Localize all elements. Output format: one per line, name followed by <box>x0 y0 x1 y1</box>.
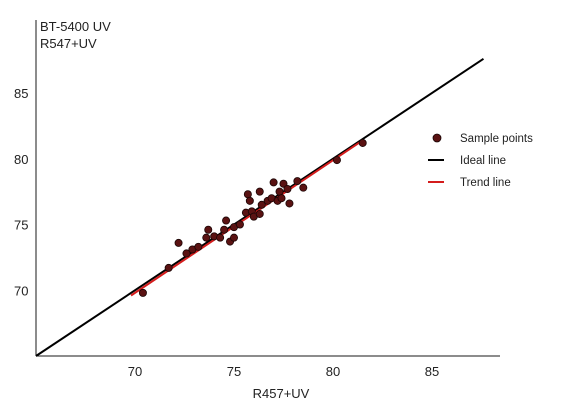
sample-point <box>332 156 341 165</box>
sample-point <box>235 220 244 229</box>
axes <box>35 20 500 357</box>
y-tick-label: 80 <box>14 152 28 167</box>
sample-point <box>358 138 367 147</box>
sample-point <box>269 178 278 187</box>
y-tick-label: 70 <box>14 283 28 298</box>
legend-marker-sample-points <box>432 133 442 143</box>
sample-point <box>243 190 252 199</box>
sample-point <box>216 233 225 242</box>
x-axis-title: R457+UV <box>253 386 310 401</box>
legend: Sample points Ideal line Trend line <box>428 133 533 189</box>
x-tick-labels: 70 75 80 85 <box>128 364 439 379</box>
sample-point <box>229 233 238 242</box>
sample-point <box>194 242 203 251</box>
y-tick-labels: 70 75 80 85 <box>14 86 28 298</box>
legend-label-sample-points: Sample points <box>460 133 533 145</box>
sample-point <box>283 184 292 193</box>
sample-point <box>285 199 294 208</box>
sample-point <box>277 194 286 203</box>
x-tick-label: 75 <box>227 364 241 379</box>
sample-point <box>245 196 254 205</box>
sample-point <box>164 263 173 272</box>
sample-point <box>255 187 264 196</box>
sample-point <box>182 249 191 258</box>
sample-point <box>222 216 231 225</box>
legend-label-trend-line: Trend line <box>460 177 511 189</box>
y-tick-label: 85 <box>14 86 28 101</box>
legend-label-ideal-line: Ideal line <box>460 155 506 167</box>
sample-point <box>174 238 183 247</box>
y-axis-title-line-2: R547+UV <box>40 36 97 51</box>
y-tick-label: 75 <box>14 218 28 233</box>
sample-point <box>220 225 229 234</box>
x-tick-label: 70 <box>128 364 142 379</box>
sample-point <box>138 288 147 297</box>
sample-point <box>202 233 211 242</box>
sample-point <box>255 209 264 218</box>
sample-point <box>204 225 213 234</box>
sample-points <box>138 138 367 297</box>
sample-point <box>257 200 266 209</box>
sample-point <box>293 177 302 186</box>
sample-point <box>275 187 284 196</box>
sample-point <box>279 179 288 188</box>
y-axis-title-line-1: BT-5400 UV <box>40 19 111 34</box>
x-tick-label: 85 <box>425 364 439 379</box>
x-tick-label: 80 <box>326 364 340 379</box>
sample-point <box>299 183 308 192</box>
trend-line <box>130 140 362 297</box>
